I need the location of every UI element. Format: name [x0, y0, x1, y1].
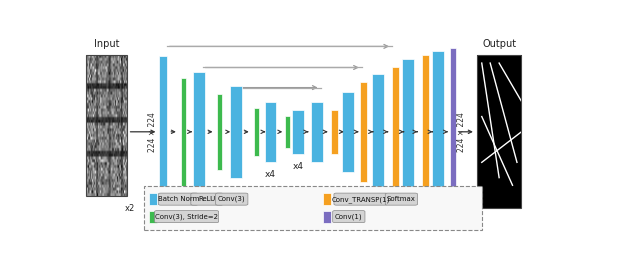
Bar: [264, 102, 276, 162]
Bar: [450, 48, 456, 215]
FancyBboxPatch shape: [155, 211, 219, 223]
Text: Conv_TRANSP(1): Conv_TRANSP(1): [332, 196, 390, 203]
Bar: [311, 102, 323, 162]
FancyBboxPatch shape: [158, 193, 198, 205]
Bar: [230, 86, 242, 178]
Bar: [150, 193, 157, 205]
Bar: [360, 81, 367, 182]
Text: x2: x2: [124, 204, 135, 213]
Text: x4: x4: [292, 162, 304, 171]
FancyBboxPatch shape: [334, 193, 388, 205]
Bar: [86, 55, 127, 196]
Text: Softmax: Softmax: [387, 196, 416, 202]
Bar: [477, 55, 522, 208]
Text: x4: x4: [265, 170, 276, 179]
Bar: [254, 108, 259, 156]
Bar: [159, 56, 167, 207]
Bar: [392, 68, 399, 196]
Bar: [331, 110, 338, 154]
Bar: [193, 72, 205, 192]
Text: x4: x4: [193, 200, 205, 209]
FancyBboxPatch shape: [333, 211, 365, 223]
Text: x4: x4: [230, 186, 241, 195]
Bar: [402, 60, 414, 204]
Bar: [285, 116, 290, 148]
Text: =: =: [161, 195, 167, 204]
Bar: [372, 74, 383, 190]
Bar: [180, 78, 186, 186]
Bar: [292, 110, 304, 154]
Text: Conv(3), Stride=2: Conv(3), Stride=2: [155, 213, 218, 220]
Text: =: =: [334, 195, 340, 204]
FancyBboxPatch shape: [385, 193, 417, 205]
FancyBboxPatch shape: [216, 193, 248, 205]
Text: Batch Norm: Batch Norm: [157, 196, 199, 202]
Text: 224 × 224: 224 × 224: [458, 112, 467, 152]
Text: Conv(3): Conv(3): [218, 196, 246, 202]
Text: 224 × 224: 224 × 224: [148, 112, 157, 152]
Bar: [431, 51, 444, 212]
Bar: [422, 55, 429, 208]
Bar: [150, 211, 157, 223]
Bar: [323, 193, 331, 205]
Text: Input: Input: [93, 39, 119, 49]
FancyBboxPatch shape: [145, 186, 482, 230]
Bar: [323, 211, 331, 223]
FancyBboxPatch shape: [191, 193, 223, 205]
Bar: [218, 94, 222, 170]
Text: =: =: [161, 212, 167, 221]
Text: Output: Output: [482, 39, 516, 49]
Text: Conv(1): Conv(1): [335, 213, 363, 220]
Bar: [342, 92, 354, 172]
Text: =: =: [334, 212, 340, 221]
Text: ReLU: ReLU: [198, 196, 216, 202]
